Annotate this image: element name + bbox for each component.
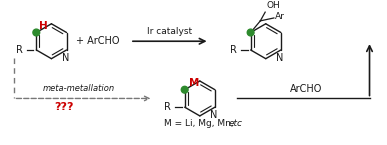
Text: R: R — [16, 45, 23, 55]
Circle shape — [247, 29, 254, 36]
Text: N: N — [276, 53, 284, 63]
Text: + ArCHO: + ArCHO — [76, 36, 120, 46]
Circle shape — [33, 29, 40, 36]
Text: OH: OH — [266, 1, 280, 10]
Text: N: N — [62, 53, 69, 63]
Text: M: M — [188, 78, 199, 88]
Text: H: H — [39, 21, 48, 31]
Text: M = Li, Mg, Mn,: M = Li, Mg, Mn, — [164, 119, 236, 128]
Text: Ir catalyst: Ir catalyst — [147, 27, 192, 36]
Text: Ar: Ar — [275, 12, 285, 21]
Text: ???: ??? — [54, 102, 74, 112]
Text: R: R — [164, 102, 171, 112]
Circle shape — [181, 86, 188, 93]
Text: etc: etc — [229, 119, 243, 128]
Text: N: N — [210, 110, 217, 120]
Text: meta-metallation: meta-metallation — [43, 84, 115, 93]
Text: R: R — [230, 45, 237, 55]
Text: ArCHO: ArCHO — [290, 84, 323, 94]
